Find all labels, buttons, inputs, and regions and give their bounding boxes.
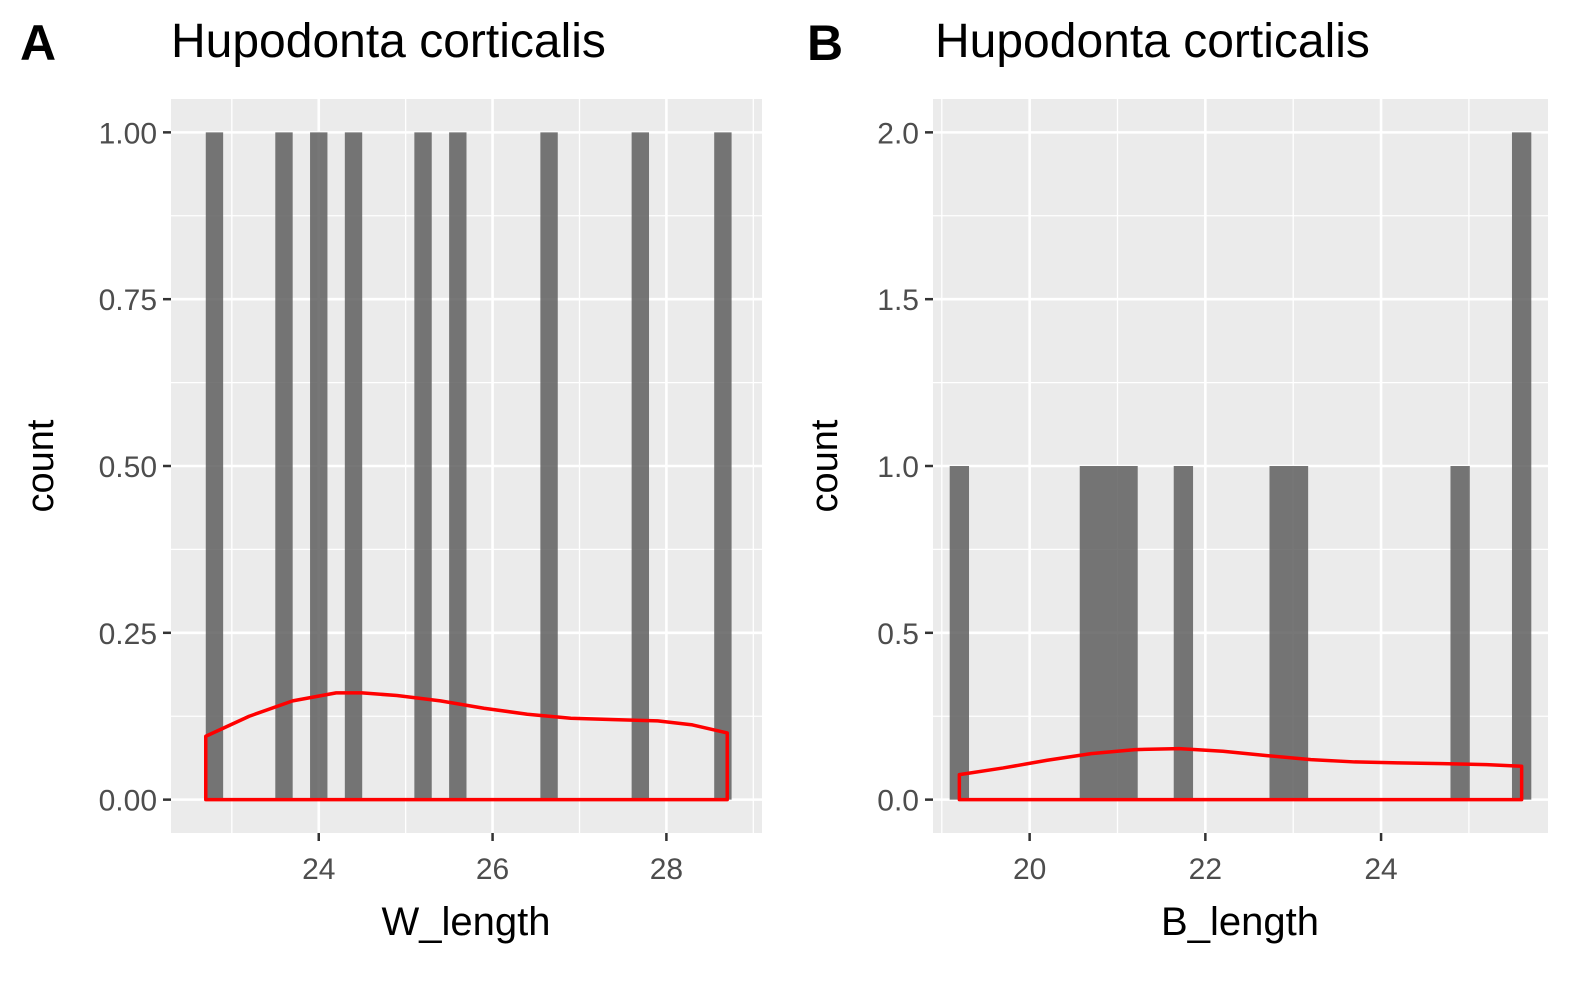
x-tick-label: 26 xyxy=(476,853,509,886)
x-tick-label: 20 xyxy=(1013,853,1046,886)
x-tick-label: 28 xyxy=(650,853,683,886)
histogram-bar xyxy=(949,466,970,800)
y-tick-label: 1.0 xyxy=(877,451,919,484)
y-tick-label: 0.50 xyxy=(99,451,157,484)
panel-a: A Hupodonta corticalis 0.00 0.25 0.50 0.75 1… xyxy=(0,0,796,984)
y-tick-label: 0.0 xyxy=(877,785,919,818)
panel-b: B Hupodonta corticalis 0.0 0.5 1.0 1.5 2.0 20… xyxy=(797,0,1593,984)
x-tick-label: 24 xyxy=(302,853,335,886)
histogram-bar xyxy=(310,132,328,800)
x-tick-label: 22 xyxy=(1189,853,1222,886)
y-axis-label: count xyxy=(804,419,846,513)
histogram-bar xyxy=(449,132,467,800)
histogram-plot-a: 0.00 0.25 0.50 0.75 1.00 24 26 28 xyxy=(99,99,762,886)
density-curve xyxy=(957,746,1524,802)
y-tick-label: 0.25 xyxy=(99,618,157,651)
y-tick-label: 1.00 xyxy=(99,117,157,150)
histogram-bar xyxy=(1511,132,1532,800)
x-axis-label: W_length xyxy=(381,900,551,944)
y-axis-label: count xyxy=(20,419,62,513)
histogram-bar xyxy=(1450,466,1470,800)
histogram-bar xyxy=(631,132,650,800)
x-tick-label: 24 xyxy=(1364,853,1397,886)
histogram-bar xyxy=(205,132,224,800)
histogram-bar xyxy=(275,132,293,800)
panel-letter: B xyxy=(807,15,844,71)
y-tick-label: 2.0 xyxy=(877,117,919,150)
chart-title: Hupodonta corticalis xyxy=(935,15,1370,68)
histogram-bar xyxy=(1173,466,1194,800)
histogram-bar xyxy=(1269,466,1309,800)
x-axis-label: B_length xyxy=(1161,900,1319,944)
y-tick-label: 0.00 xyxy=(99,785,157,818)
y-tick-label: 0.75 xyxy=(99,284,157,317)
y-tick-label: 1.5 xyxy=(877,284,919,317)
histogram-bar xyxy=(414,132,432,800)
histogram-bar xyxy=(344,132,363,800)
chart-title: Hupodonta corticalis xyxy=(171,15,606,68)
histogram-bar xyxy=(714,132,732,800)
histogram-bar xyxy=(540,132,558,800)
panel-letter: A xyxy=(20,15,57,71)
y-tick-label: 0.5 xyxy=(877,618,919,651)
histogram-bar xyxy=(1079,466,1138,800)
histogram-plot-b: 0.0 0.5 1.0 1.5 2.0 20 22 24 xyxy=(877,99,1548,886)
density-curve xyxy=(204,691,729,802)
